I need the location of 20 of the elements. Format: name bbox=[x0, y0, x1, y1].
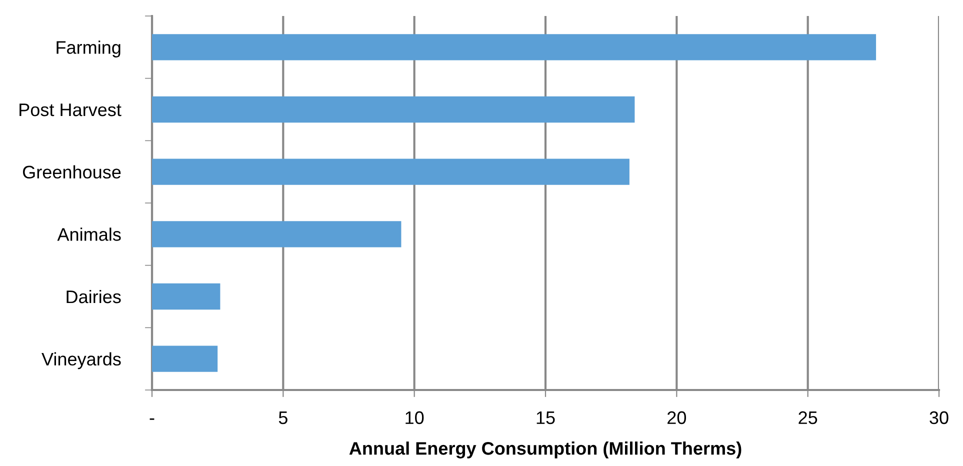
bar bbox=[152, 283, 220, 310]
y-tick-label: Farming bbox=[56, 40, 120, 58]
y-tick-label: Vineyards bbox=[42, 352, 121, 370]
y-tick-label: Greenhouse bbox=[22, 165, 121, 179]
x-tick-label: 30 bbox=[930, 411, 948, 424]
x-tick-label: - bbox=[150, 418, 154, 420]
x-tick-label: 5 bbox=[278, 411, 288, 424]
bar bbox=[152, 34, 876, 60]
x-tick-label: 15 bbox=[536, 411, 555, 424]
y-tick-label: Post Harvest bbox=[20, 104, 122, 116]
bar bbox=[152, 221, 402, 248]
x-axis-title: Annual Energy Consumption (Million Therms) bbox=[349, 442, 742, 458]
y-tick-label: Animals bbox=[57, 228, 121, 241]
bar bbox=[152, 96, 635, 123]
bar bbox=[152, 158, 630, 185]
x-tick-label: 25 bbox=[798, 411, 818, 424]
bar bbox=[152, 346, 218, 372]
x-tick-label: 10 bbox=[406, 411, 424, 424]
x-tick-label: 20 bbox=[668, 411, 686, 424]
y-tick-label: Dairies bbox=[66, 290, 121, 304]
